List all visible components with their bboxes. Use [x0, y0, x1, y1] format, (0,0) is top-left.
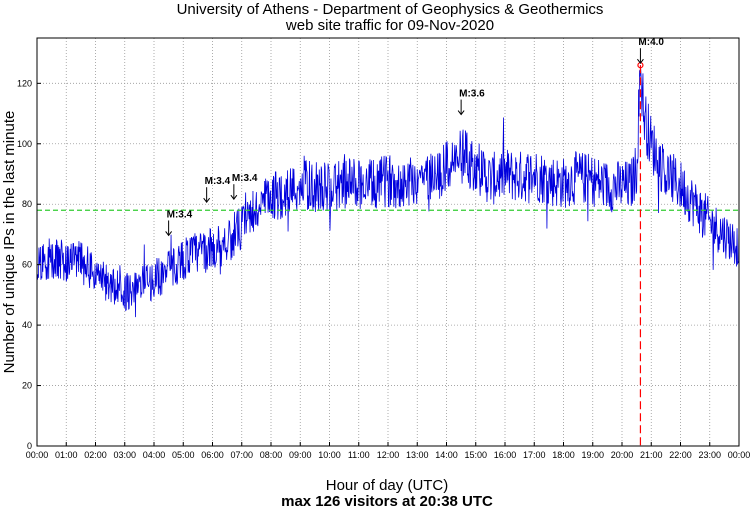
x-tick-label: 16:00: [494, 450, 517, 460]
y-tick-label: 20: [22, 381, 32, 391]
y-axis-label: Number of unique IPs in the last minute: [1, 111, 18, 374]
chart-subtitle: web site traffic for 09-Nov-2020: [285, 17, 494, 34]
x-tick-label: 17:00: [523, 450, 546, 460]
x-axis-label: Hour of day (UTC): [326, 477, 449, 494]
y-tick-label: 80: [22, 199, 32, 209]
y-tick-label: 60: [22, 260, 32, 270]
y-tick-label: 100: [17, 139, 32, 149]
x-tick-label: 20:00: [611, 450, 634, 460]
x-tick-label: 18:00: [552, 450, 575, 460]
x-tick-label: 14:00: [435, 450, 458, 460]
x-axis-ticks: 00:00 01:00 02:00 03:00 04:00 05:00 06:00 07:00…: [26, 442, 750, 460]
annotation-label: M:3.4: [232, 173, 258, 184]
x-tick-label: 08:00: [260, 450, 283, 460]
grid-lines: [37, 38, 739, 446]
x-tick-label: 03:00: [113, 450, 136, 460]
x-tick-label: 10:00: [318, 450, 341, 460]
x-tick-label: 23:00: [698, 450, 721, 460]
annotation-layer: M:3.4M:3.4 M:3.4M:3.6M:4.0: [165, 37, 664, 237]
x-tick-label: 11:00: [348, 450, 370, 460]
x-tick-label: 00:00: [26, 450, 49, 460]
x-tick-label: 15:00: [464, 450, 487, 460]
x-tick-label: 12:00: [377, 450, 400, 460]
x-tick-label: 13:00: [406, 450, 429, 460]
annotation-arrowhead: [457, 110, 465, 116]
series-line-unique-ips: [36, 65, 740, 318]
x-tick-label: 07:00: [230, 450, 253, 460]
max-visitors-note: max 126 visitors at 20:38 UTC: [281, 493, 493, 510]
x-tick-label: 21:00: [640, 450, 663, 460]
annotation-label: M:4.0: [638, 37, 664, 48]
y-tick-label: 0: [27, 441, 32, 451]
x-tick-label: 01:00: [55, 450, 78, 460]
x-tick-label: 00:00: [728, 450, 750, 460]
annotation-label: M:3.4: [205, 176, 231, 187]
annotation-arrowhead: [203, 197, 211, 204]
x-tick-label: 04:00: [143, 450, 166, 460]
annotation-arrowhead: [165, 231, 173, 237]
x-tick-label: 06:00: [201, 450, 224, 460]
x-tick-label: 05:00: [172, 450, 195, 460]
annotation-label: M:3.4: [167, 209, 193, 220]
y-tick-label: 40: [22, 320, 32, 330]
x-tick-label: 09:00: [289, 450, 312, 460]
x-tick-label: 22:00: [669, 450, 692, 460]
x-tick-label: 19:00: [581, 450, 604, 460]
x-tick-label: 02:00: [84, 450, 107, 460]
annotation-label: M:3.6: [459, 89, 485, 100]
annotation-arrowhead: [230, 194, 238, 201]
y-axis-ticks: 0 20 40 60 80 100 120: [17, 78, 41, 451]
y-tick-label: 120: [17, 78, 32, 88]
annotation-arrowhead: [637, 58, 644, 65]
chart-title: University of Athens - Department of Geo…: [177, 1, 604, 18]
